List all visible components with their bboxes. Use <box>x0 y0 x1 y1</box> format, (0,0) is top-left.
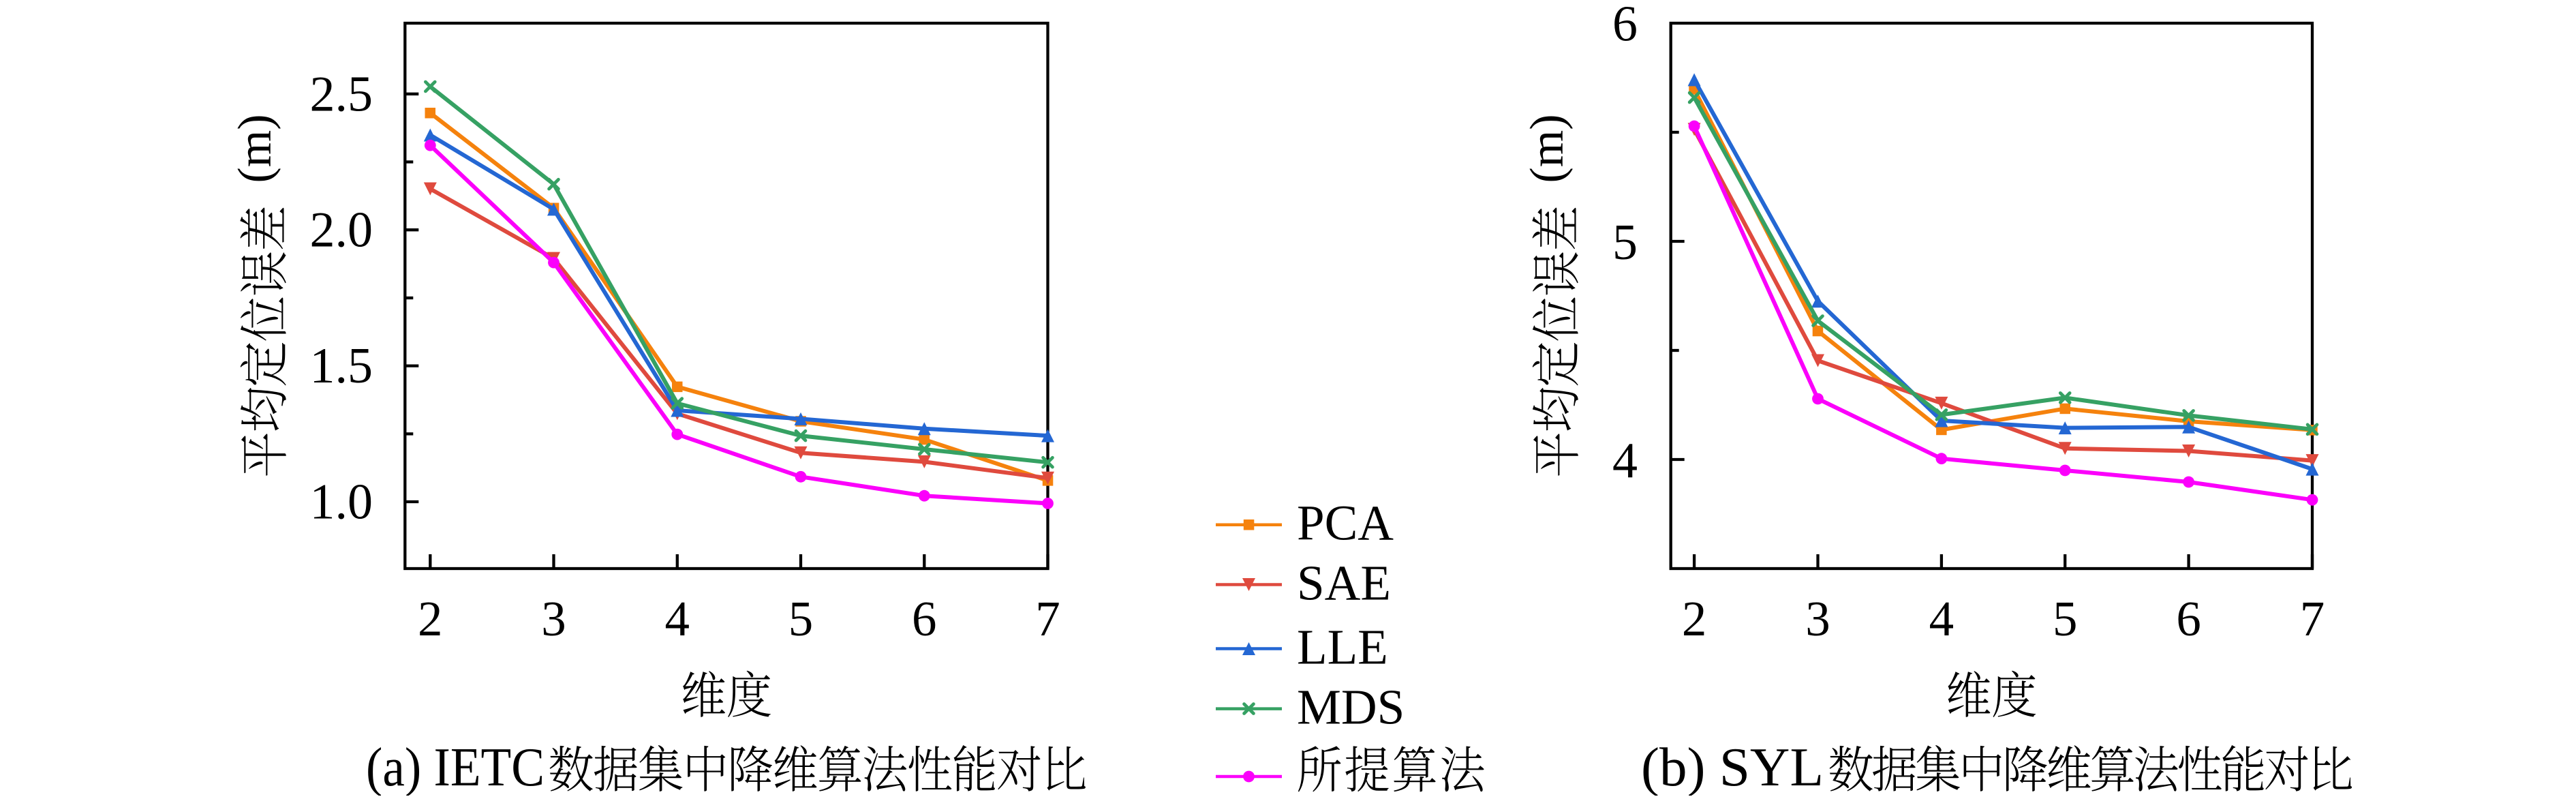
svg-text:SAE: SAE <box>1297 556 1391 611</box>
svg-text:2.5: 2.5 <box>310 66 373 122</box>
svg-text:MDS: MDS <box>1297 680 1405 735</box>
svg-text:1.5: 1.5 <box>310 338 373 394</box>
svg-text:7: 7 <box>2300 591 2325 646</box>
svg-text:2: 2 <box>1682 591 1707 646</box>
svg-text:(m): (m) <box>229 114 281 183</box>
svg-text:4: 4 <box>1929 591 1954 646</box>
svg-text:(b) SYL: (b) SYL <box>1641 738 1824 796</box>
svg-text:(m): (m) <box>1521 114 1574 183</box>
svg-text:2: 2 <box>418 591 443 646</box>
svg-text:6: 6 <box>1612 0 1638 52</box>
svg-text:LLE: LLE <box>1297 620 1388 675</box>
svg-text:4: 4 <box>1612 433 1638 489</box>
svg-text:6: 6 <box>912 591 937 646</box>
svg-text:3: 3 <box>541 591 566 646</box>
svg-text:PCA: PCA <box>1297 496 1394 551</box>
svg-text:3: 3 <box>1805 591 1830 646</box>
svg-text:2.0: 2.0 <box>310 202 373 258</box>
svg-text:(a) IETC: (a) IETC <box>366 738 545 796</box>
svg-text:4: 4 <box>665 591 690 646</box>
svg-text:5: 5 <box>1612 215 1638 271</box>
svg-text:6: 6 <box>2176 591 2201 646</box>
svg-text:7: 7 <box>1035 591 1060 646</box>
svg-text:5: 5 <box>788 591 814 646</box>
svg-text:1.0: 1.0 <box>310 474 373 530</box>
svg-text:5: 5 <box>2053 591 2078 646</box>
